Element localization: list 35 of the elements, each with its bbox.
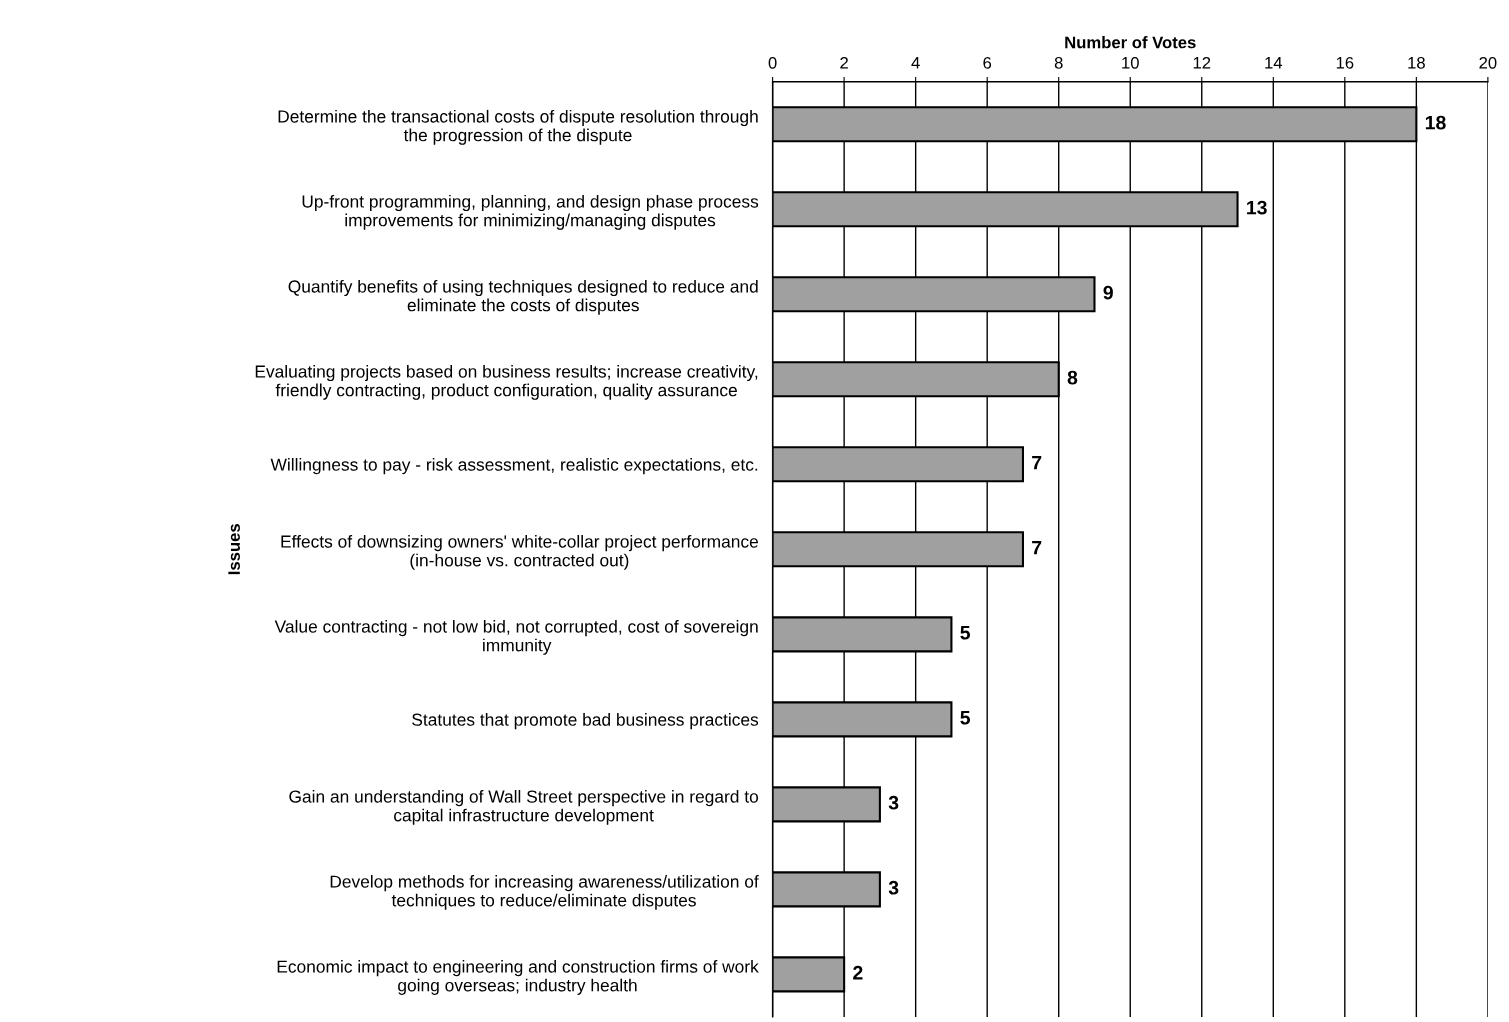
data-label: 7 [1032, 540, 1042, 555]
y-tick-label: Quantify benefits of using techniques designed to reduce and eliminate the costs of disputes [288, 279, 758, 315]
x-tick-label: 14 [1265, 57, 1283, 69]
data-label: 9 [1103, 285, 1113, 300]
y-tick-label: Statutes that promote bad business practices [412, 713, 759, 730]
data-label: 18 [1425, 115, 1446, 130]
x-tick-label: 8 [1054, 56, 1063, 69]
y-tick-label: Effects of downsizing owners' white-collar project performance (in-house vs. contracted out) [281, 534, 758, 570]
x-tick-label: 18 [1408, 56, 1425, 69]
y-tick-label: Economic impact to engineering and construction firms of work going overseas; industry health [277, 960, 759, 995]
data-label: 3 [888, 880, 899, 895]
x-tick-label: 6 [983, 56, 992, 69]
data-label: 8 [1067, 370, 1078, 385]
y-tick-label: Develop methods for increasing awareness/utilization of techniques to reduce/eliminate disputes [330, 874, 759, 910]
y-tick-label: Up-front programming, planning, and design phase process improvements for minimizing/managing disputes [302, 194, 759, 230]
data-label: 2 [853, 965, 863, 980]
x-axis-title: Number of Votes [1065, 36, 1196, 49]
y-tick-label: Value contracting - not low bid, not corrupted, cost of sovereign immunity [274, 619, 758, 655]
x-tick-label: 10 [1122, 56, 1139, 69]
y-tick-label: Willingness to pay - risk assessment, realistic expectations, etc. [270, 458, 758, 475]
data-label: 13 [1247, 200, 1267, 215]
x-tick-label: 16 [1336, 56, 1354, 69]
y-axis-title: Issues [228, 524, 240, 575]
x-tick-label: 20 [1479, 56, 1497, 69]
y-tick-label: Evaluating projects based on business results; increase creativity, friendly contracting, product configuration, quality assurance [255, 364, 758, 400]
x-tick-label: 12 [1193, 56, 1211, 69]
data-label: 5 [960, 625, 971, 640]
y-tick-label: Gain an understanding of Wall Street perspective in regard to capital infrastructure development [289, 789, 759, 825]
x-tick-label: 4 [911, 57, 920, 69]
x-tick-label: 2 [840, 56, 848, 69]
data-label: 3 [888, 795, 899, 810]
y-tick-label: Determine the transactional costs of dispute resolution through the progression of the dispute [278, 109, 758, 145]
x-tick-label: 0 [768, 56, 777, 69]
data-label: 5 [960, 711, 971, 725]
data-label: 7 [1032, 455, 1042, 470]
